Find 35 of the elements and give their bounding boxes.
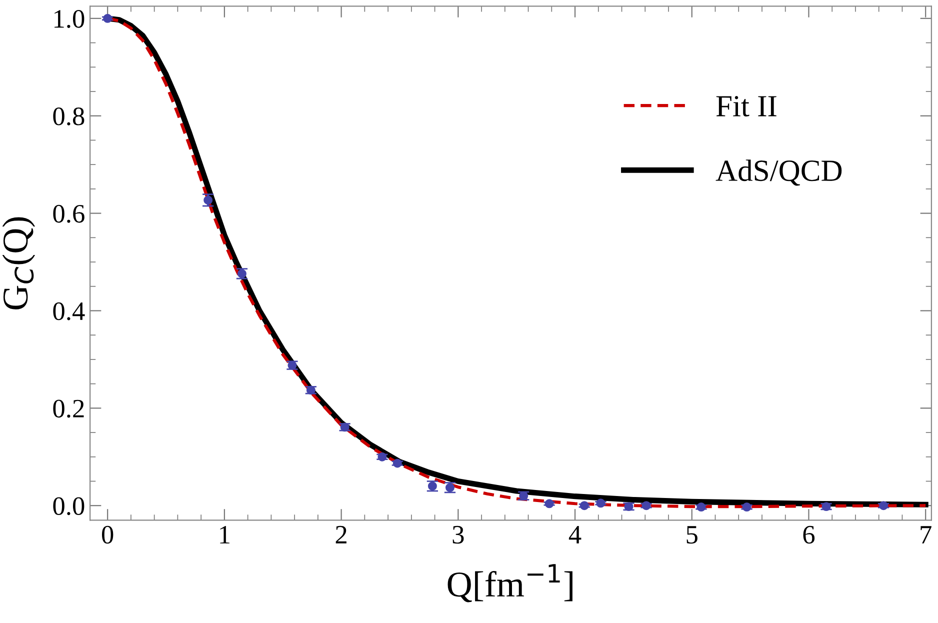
point (306, 386, 316, 395)
point (103, 14, 112, 23)
y-tick-label: 0.8 (53, 107, 84, 126)
y-tick-label: 0.2 (53, 400, 84, 418)
y-tick-label: 0.4 (53, 302, 85, 320)
point (544, 499, 554, 508)
y-axis-title: G$_{C}$(Q) (2, 217, 36, 310)
x-axis-title: Q[fm$^{−1}$] (448, 564, 572, 602)
point (742, 502, 752, 512)
point (519, 491, 528, 500)
point (288, 360, 297, 370)
point (822, 502, 831, 512)
y-tick-label: 0.6 (53, 204, 84, 223)
point (340, 422, 350, 432)
x-tick-label: 6 (803, 526, 815, 544)
y-tick-label: 0.0 (53, 497, 84, 516)
point (580, 501, 589, 510)
point (596, 498, 606, 508)
x-tick-label: 2 (336, 526, 346, 544)
point (392, 458, 402, 468)
point (642, 501, 651, 510)
point (696, 502, 706, 512)
x-tick-label: 5 (686, 526, 698, 544)
point (378, 452, 387, 462)
x-tick-label: 1 (220, 526, 230, 544)
x-tick-label: 7 (920, 526, 932, 544)
y-tick-label: 1.0 (54, 10, 84, 28)
x-tick-label: 0 (102, 526, 114, 544)
x-tick-label: 4 (568, 526, 582, 544)
point (204, 196, 213, 205)
point (624, 502, 634, 512)
point (879, 501, 888, 510)
x-tick-label: 3 (452, 526, 464, 544)
legend-label: Fit II (716, 96, 776, 117)
legend-label: AdS/QCD (716, 160, 842, 186)
